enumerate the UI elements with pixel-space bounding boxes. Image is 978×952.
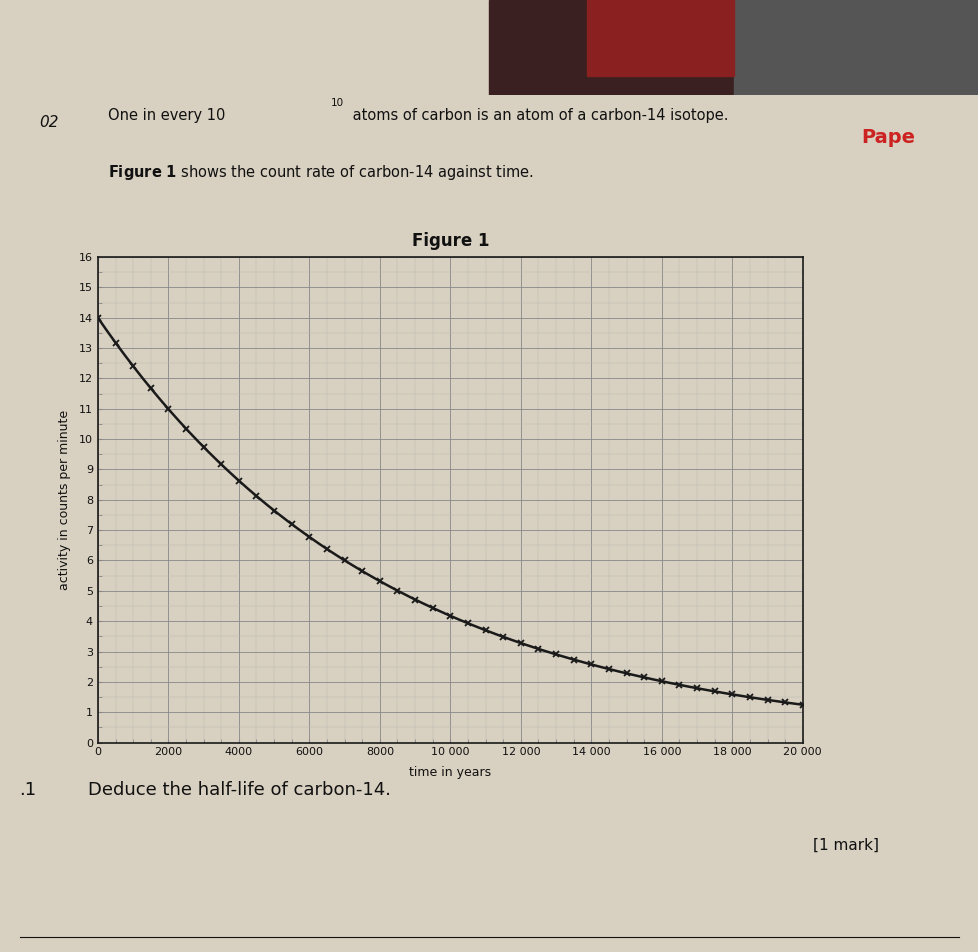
Bar (587, 0, 734, 76)
Title: Figure 1: Figure 1 (411, 232, 489, 250)
Text: [1 mark]: [1 mark] (812, 838, 877, 853)
X-axis label: time in years: time in years (409, 765, 491, 779)
Text: .1: .1 (20, 781, 36, 799)
Text: Pape: Pape (861, 128, 914, 147)
Text: One in every 10: One in every 10 (108, 109, 225, 123)
Y-axis label: activity in counts per minute: activity in counts per minute (58, 409, 70, 590)
Text: Deduce the half-life of carbon-14.: Deduce the half-life of carbon-14. (88, 781, 390, 799)
Text: atoms of carbon is an atom of a carbon-14 isotope.: atoms of carbon is an atom of a carbon-1… (347, 109, 728, 123)
Text: 10: 10 (331, 98, 343, 109)
Text: 02: 02 (39, 114, 59, 129)
Bar (489, 0, 978, 95)
Bar (734, 0, 978, 95)
Text: $\mathbf{Figure\ 1}$ shows the count rate of carbon-14 against time.: $\mathbf{Figure\ 1}$ shows the count rat… (108, 163, 533, 182)
